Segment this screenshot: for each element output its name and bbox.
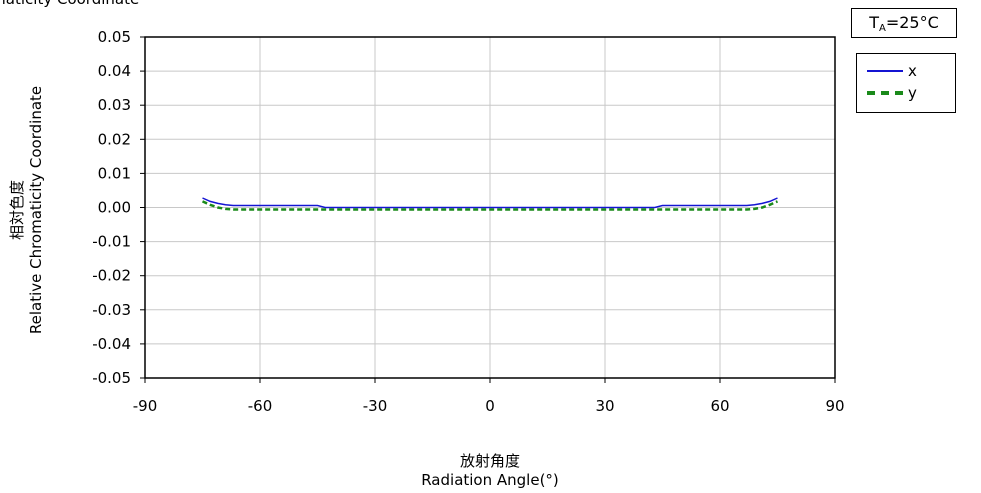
legend-item-y: y (857, 83, 955, 103)
y-tick-label: 0.03 (98, 96, 131, 114)
x-axis-label-jp: 放射角度 (459, 452, 520, 470)
temperature-symbol: T (869, 13, 879, 32)
legend: x y (856, 53, 956, 113)
y-axis-label-en: Relative Chromaticity Coordinate (27, 85, 45, 335)
temperature-subscript: A (879, 23, 886, 34)
y-tick-label: -0.02 (92, 267, 131, 285)
y-tick-label: -0.05 (92, 369, 131, 387)
y-tick-label: 0.01 (98, 164, 131, 182)
x-tick-label: 30 (595, 397, 614, 415)
y-axis-label-jp: 相対色度 (8, 180, 26, 241)
x-tick-label: -60 (248, 397, 273, 415)
x-tick-label: 90 (825, 397, 844, 415)
x-tick-label: -30 (363, 397, 388, 415)
y-tick-label: -0.03 (92, 301, 131, 319)
legend-label-x: x (908, 62, 917, 80)
y-tick-label: 0.04 (98, 62, 131, 80)
legend-swatch-y (867, 91, 903, 95)
legend-label-y: y (908, 84, 917, 102)
legend-item-x: x (857, 61, 955, 81)
series-line-y (201, 200, 779, 211)
y-tick-label: -0.01 (92, 233, 131, 251)
temperature-value: =25°C (885, 13, 939, 32)
y-tick-label: 0.05 (98, 28, 131, 46)
x-tick-label: -90 (133, 397, 158, 415)
y-tick-label: -0.04 (92, 335, 131, 353)
temperature-condition-box: TA=25°C (851, 8, 957, 38)
y-tick-label: 0.02 (98, 130, 131, 148)
x-tick-label: 0 (485, 397, 495, 415)
x-axis-label: 放射角度 Radiation Angle(°) (340, 452, 640, 490)
x-axis-label-en: Radiation Angle(°) (421, 471, 559, 489)
plot-frame (144, 36, 836, 379)
legend-swatch-x (867, 70, 903, 72)
x-tick-label: 60 (710, 397, 729, 415)
chart-title: omaticity Coordinate (0, 0, 139, 8)
series-line-x (202, 197, 778, 209)
y-tick-label: 0.00 (98, 199, 131, 217)
y-axis-label: 相対色度 Relative Chromaticity Coordinate (8, 60, 46, 360)
